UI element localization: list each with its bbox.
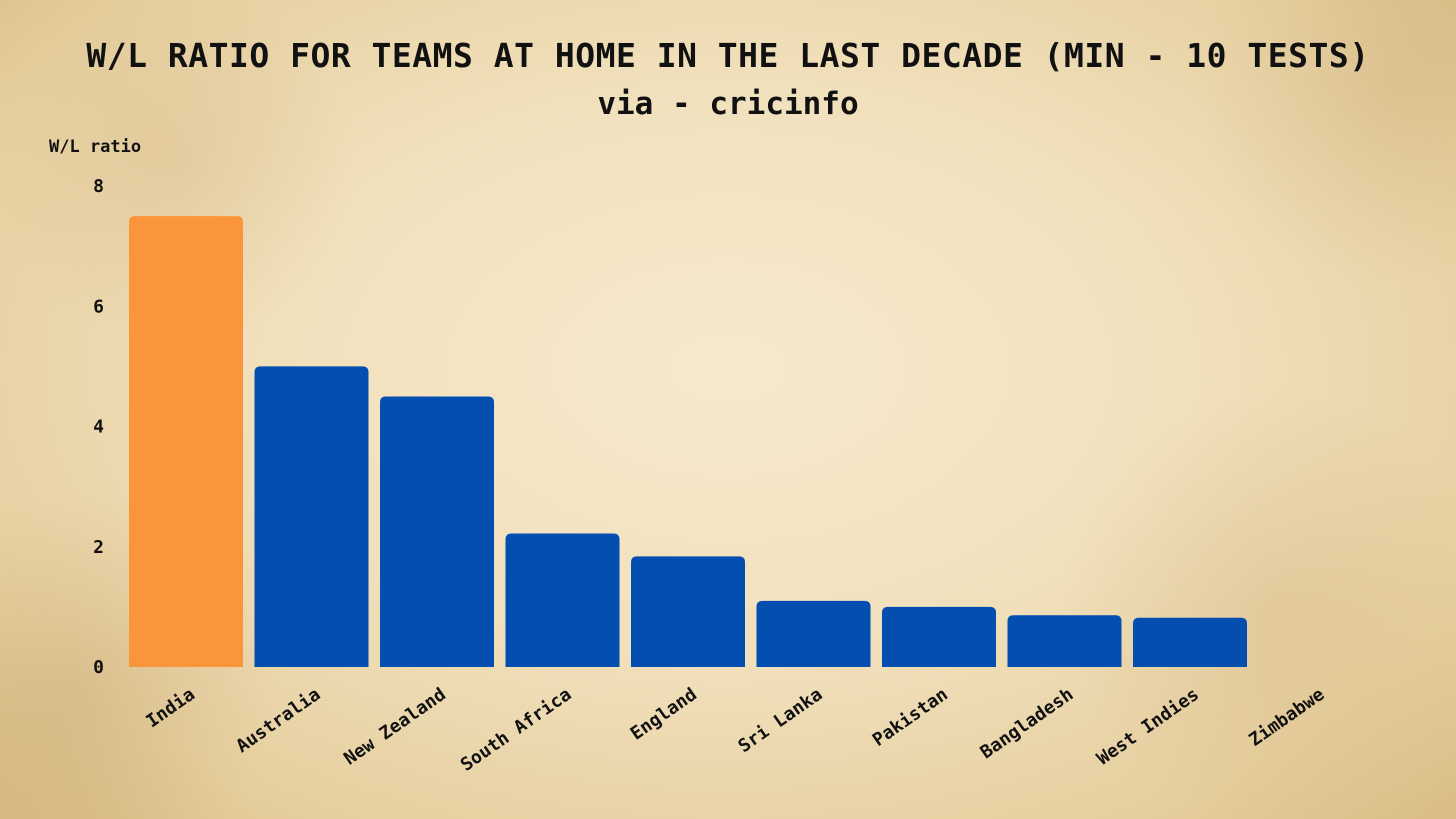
y-tick-label: 8 (93, 176, 104, 197)
category-label-zimbabwe: Zimbabwe (1245, 684, 1328, 751)
chart-title: W/L RATIO FOR TEAMS AT HOME IN THE LAST … (86, 36, 1370, 75)
bar-new-zealand (380, 396, 494, 667)
bar-west-indies (1133, 617, 1247, 667)
y-tick-label: 2 (93, 537, 104, 558)
y-tick-label: 6 (93, 296, 104, 317)
bar-pakistan (882, 606, 996, 667)
category-label-england: England (627, 684, 701, 745)
category-label-sri-lanka: Sri Lanka (734, 684, 826, 757)
y-tick-label: 0 (93, 657, 104, 678)
y-tick-label: 4 (93, 417, 104, 438)
y-axis-label: W/L ratio (49, 137, 142, 157)
bars (129, 216, 1247, 667)
bar-australia (254, 366, 369, 667)
bar-sri-lanka (756, 600, 871, 667)
bar-bangladesh (1007, 615, 1122, 667)
y-axis-ticks: 0 2 4 6 8 (93, 176, 104, 678)
category-label-bangladesh: Bangladesh (977, 684, 1078, 763)
category-labels: India Australia New Zealand South Africa Eng… (142, 684, 1328, 776)
bar-india (129, 216, 243, 667)
bar-south-africa (505, 533, 620, 667)
chart-subtitle: via - cricinfo (597, 86, 859, 122)
bar-england (631, 556, 745, 667)
category-label-south-africa: South Africa (457, 684, 576, 776)
category-label-new-zealand: New Zealand (340, 684, 450, 770)
category-label-pakistan: Pakistan (869, 684, 952, 751)
category-label-west-indies: West Indies (1093, 684, 1203, 770)
category-label-india: India (142, 684, 198, 732)
category-label-australia: Australia (232, 684, 324, 757)
